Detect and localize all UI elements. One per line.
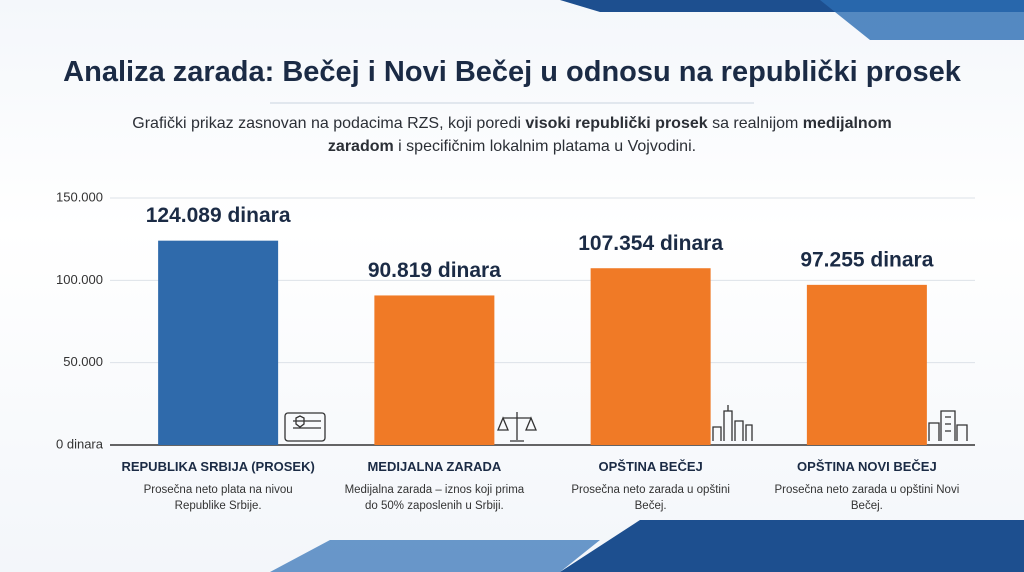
x-tick-label: OPŠTINA NOVI BEČEJ xyxy=(797,459,937,474)
x-tick-label: REPUBLIKA SRBIJA (PROSEK) xyxy=(121,459,315,474)
subtitle-part: Grafički prikaz zasnovan na podacima RZS… xyxy=(132,115,526,132)
value-label: 124.089 dinara xyxy=(146,204,291,227)
category-description: Prosečna neto plata na nivou Republike S… xyxy=(143,484,293,512)
y-tick-label: 0 dinara xyxy=(56,436,104,451)
plot: 0 dinara 50.000 100.000 150.000 124.089 dina… xyxy=(56,189,975,451)
subtitle-part: i specifičnim lokalnim platama u Vojvodi… xyxy=(393,138,697,155)
value-label: 97.255 dinara xyxy=(800,248,933,271)
y-tick-label: 50.000 xyxy=(63,354,103,369)
bar xyxy=(374,295,495,445)
chart-title: Analiza zarada: Bečej i Novi Bečej u odn… xyxy=(63,56,961,88)
y-tick-label: 150.000 xyxy=(56,189,103,204)
bar xyxy=(590,268,711,445)
chart-subtitle: Grafički prikaz zasnovan na podacima RZS… xyxy=(112,112,912,158)
decor xyxy=(270,540,600,572)
category-description: Prosečna neto zarada u opštini Bečej. xyxy=(571,484,730,512)
x-tick-label: MEDIJALNA ZARADA xyxy=(367,459,502,474)
subtitle-part: medijalnom zaradom xyxy=(327,115,892,155)
x-tick-label: OPŠTINA BEČEJ xyxy=(598,459,703,474)
subtitle-part: sa realnijom xyxy=(707,115,803,132)
bar xyxy=(158,240,279,445)
category-description: Medijalna zarada – iznos koji prima do 5… xyxy=(344,484,525,512)
value-label: 107.354 dinara xyxy=(578,232,723,255)
bar xyxy=(806,284,927,445)
decor xyxy=(560,520,1024,572)
value-label: 90.819 dinara xyxy=(368,259,501,282)
subtitle-part: visoki republički prosek xyxy=(525,115,708,132)
decor xyxy=(820,0,1024,40)
category-description: Prosečna neto zarada u opštini Novi Beče… xyxy=(774,484,960,512)
y-tick-label: 100.000 xyxy=(56,272,103,287)
icons xyxy=(284,405,968,442)
